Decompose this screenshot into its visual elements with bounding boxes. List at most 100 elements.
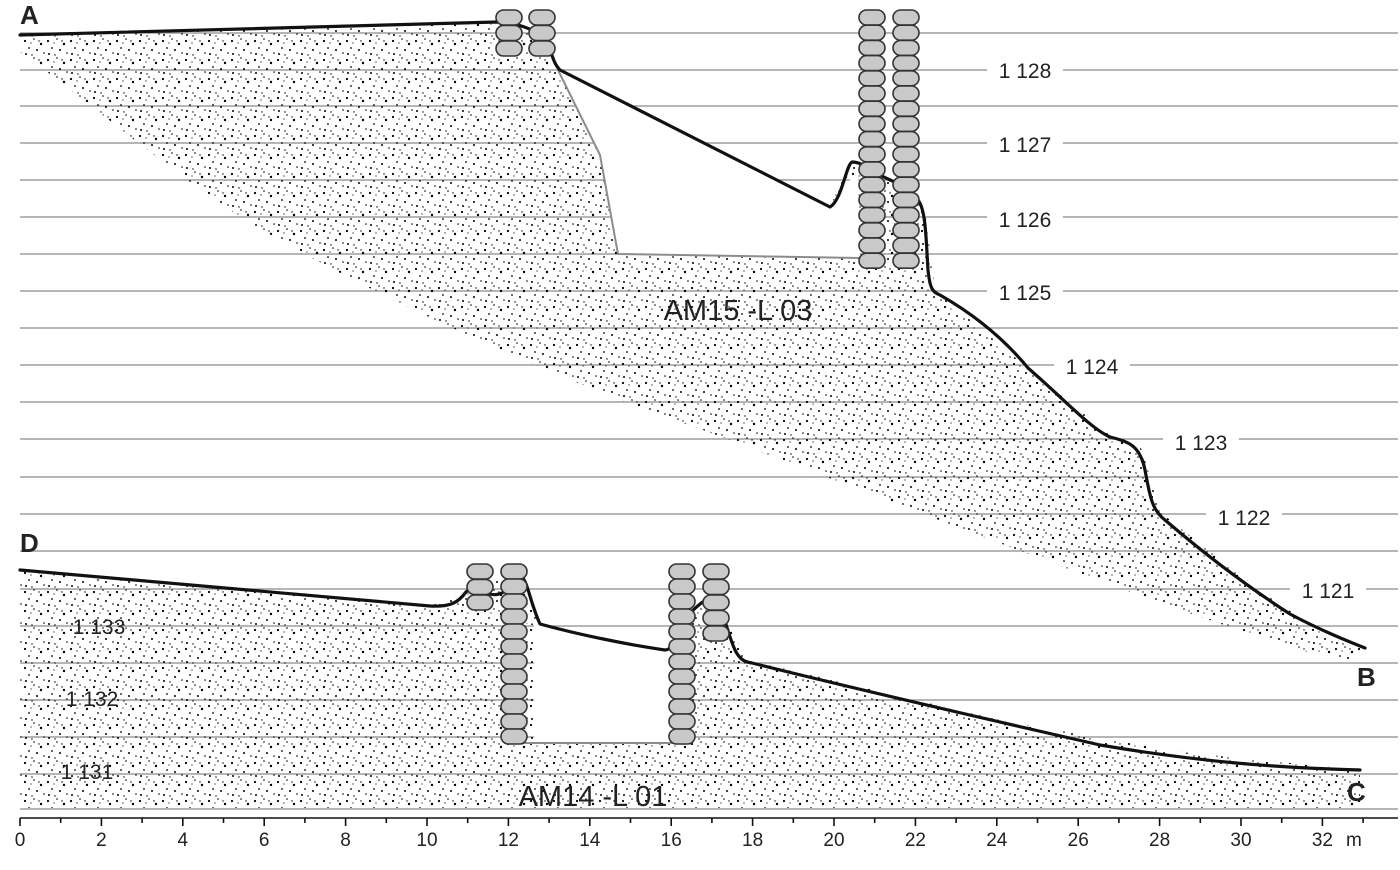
- sandbag: [892, 100, 920, 117]
- sandbag: [668, 608, 696, 625]
- sandbag: [858, 206, 886, 224]
- sandbag-walls: [466, 9, 920, 745]
- axis-tick-label: 18: [742, 830, 763, 851]
- sandbag: [668, 638, 696, 655]
- elevation-label-bg: [987, 61, 1063, 84]
- sandbag: [668, 578, 696, 595]
- sandbag: [892, 130, 920, 148]
- upper-unit-label: AM15 -L 03: [664, 295, 813, 327]
- upper-excavation-line: [557, 69, 861, 259]
- sandbag: [892, 70, 920, 87]
- sandbag: [858, 54, 886, 72]
- sandbag: [668, 728, 696, 745]
- sandbag: [528, 24, 556, 42]
- sandbag: [858, 176, 886, 193]
- sandbag: [892, 115, 920, 133]
- sandbag: [892, 176, 920, 193]
- excavation-outline: [514, 69, 861, 744]
- sandbag: [668, 653, 696, 670]
- sandbag: [858, 115, 886, 133]
- elevation-label: 1 133: [73, 616, 126, 639]
- sandbag: [500, 668, 528, 685]
- sandbag: [858, 252, 886, 269]
- sandbag: [528, 9, 556, 26]
- upper-elevation-labels: 1 128 1 127 1 126 1 125 1 124 1 123 1 122 1 121: [987, 60, 1366, 604]
- sandbag: [500, 563, 528, 580]
- elevation-label-bg: [1206, 508, 1282, 531]
- sandbag: [892, 54, 920, 72]
- sandbag: [858, 70, 886, 87]
- sandbag: [500, 623, 528, 640]
- upper-ground-profile: [18, 20, 1367, 650]
- upper-excavation-void: [558, 70, 860, 258]
- sandbag: [858, 146, 886, 163]
- sandbag: [500, 638, 528, 655]
- sandbag: [858, 222, 886, 239]
- elevation-label-bg: [1054, 357, 1130, 380]
- elevation-label: 1 128: [999, 60, 1052, 83]
- sandbag: [702, 594, 730, 611]
- axis-tick-label: 24: [986, 830, 1008, 851]
- axis-tick-label: 14: [579, 830, 601, 851]
- axis-tick-label: 26: [1068, 830, 1089, 851]
- elevation-label: 1 127: [999, 134, 1052, 157]
- sandbag: [702, 563, 730, 580]
- sandbag: [668, 563, 696, 580]
- sandbag: [858, 100, 886, 117]
- sandbag: [668, 593, 696, 610]
- sandbag: [892, 191, 920, 209]
- sandbag: [495, 9, 523, 26]
- axis-tick-label: 32: [1312, 830, 1333, 851]
- sandbag: [858, 237, 886, 254]
- sandbag: [495, 40, 523, 57]
- sandbag: [892, 237, 920, 254]
- sandbag: [466, 594, 494, 611]
- elevation-label: 1 121: [1302, 580, 1355, 603]
- sandbag: [892, 222, 920, 239]
- sandbag: [668, 713, 696, 730]
- axis-tick-label: 10: [416, 830, 437, 851]
- axis-tick-label: 4: [178, 830, 189, 851]
- sandbag: [858, 161, 886, 178]
- sandbag: [892, 206, 920, 224]
- lower-elevation-labels: 1 133 1 132 1 131: [61, 616, 126, 784]
- axis-tick-label: 2: [96, 830, 107, 851]
- axis-tick-label: 22: [905, 830, 926, 851]
- sandbag: [500, 608, 528, 625]
- sandbag: [892, 85, 920, 102]
- sandbag: [858, 191, 886, 209]
- sandbag: [892, 161, 920, 178]
- sandbag: [500, 698, 528, 715]
- axis-tick-label: 8: [340, 830, 351, 851]
- axis-tick-label: 12: [498, 830, 519, 851]
- elevation-label-bg: [987, 283, 1063, 306]
- lower-excavation-void: [500, 622, 680, 742]
- axis-tick-label: 16: [661, 830, 682, 851]
- sandbag: [892, 39, 920, 57]
- elevation-label: 1 131: [61, 761, 114, 784]
- sandbag: [500, 683, 528, 700]
- sandbag: [892, 252, 920, 269]
- sandbag: [892, 9, 920, 26]
- sandbag: [858, 24, 886, 42]
- sandbag: [500, 728, 528, 745]
- label-d: D: [20, 528, 39, 558]
- sandbag: [500, 578, 528, 595]
- sandbag: [858, 39, 886, 57]
- axis-tick-label: 6: [259, 830, 270, 851]
- elevation-label: 1 122: [1218, 507, 1271, 530]
- label-a: A: [20, 0, 39, 30]
- label-b: B: [1357, 662, 1376, 692]
- sandbag: [892, 24, 920, 42]
- sandbag: [500, 653, 528, 670]
- label-c: C: [1347, 777, 1366, 807]
- sandbag: [668, 623, 696, 640]
- elevation-label-bg: [987, 210, 1063, 233]
- axis-tick-label: 0: [15, 830, 26, 851]
- elevation-label-bg: [1290, 581, 1366, 604]
- axis-unit: m: [1346, 830, 1362, 851]
- sandbag: [892, 146, 920, 163]
- elevation-label-bg: [987, 135, 1063, 158]
- elevation-label: 1 123: [1175, 432, 1228, 455]
